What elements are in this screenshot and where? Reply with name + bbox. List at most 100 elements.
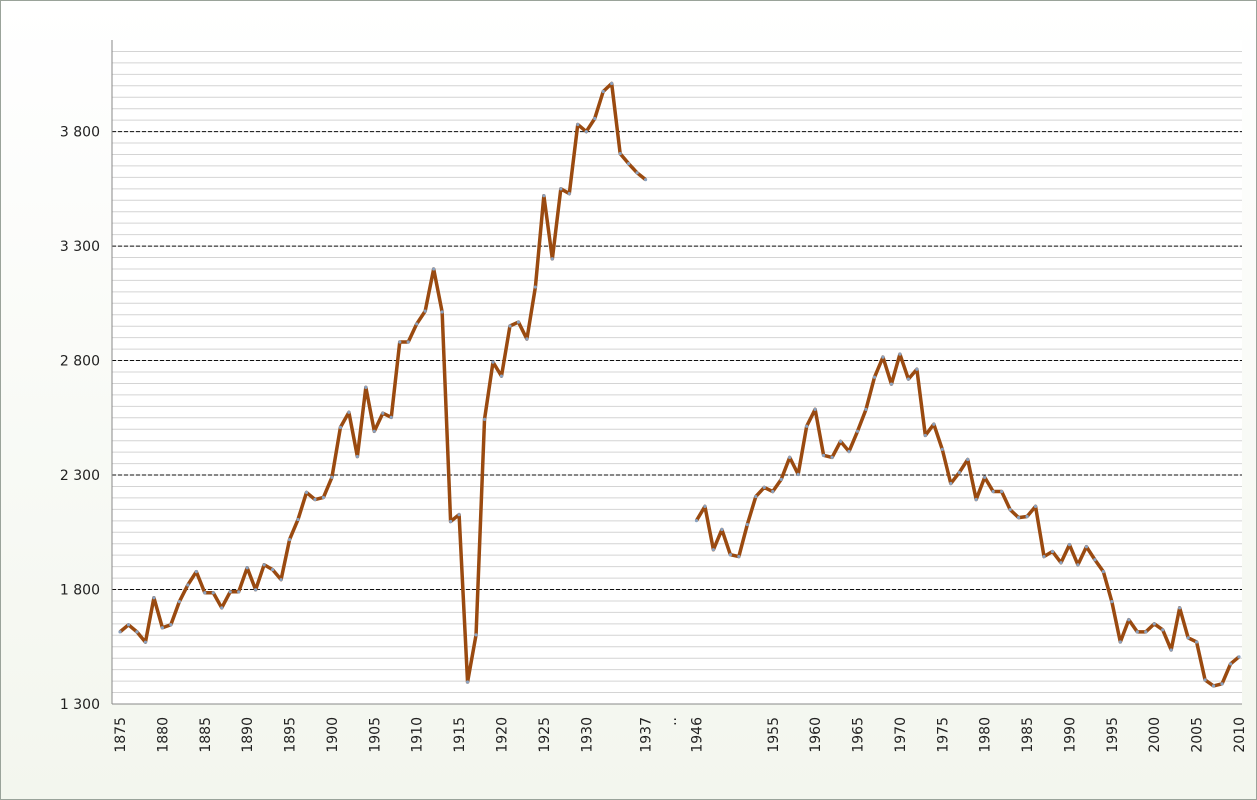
data-point	[694, 518, 699, 523]
data-point	[245, 566, 249, 570]
data-point	[457, 513, 461, 517]
x-tick-label: 1975	[935, 717, 951, 753]
data-point	[1118, 640, 1122, 644]
data-point	[601, 89, 605, 94]
x-tick-label: 1915	[452, 717, 468, 753]
data-point	[296, 517, 300, 522]
x-tick-label: 1946	[689, 717, 705, 753]
data-point	[805, 424, 809, 428]
data-point	[898, 352, 902, 356]
data-point	[525, 337, 529, 341]
data-point	[313, 497, 317, 502]
data-point	[593, 116, 597, 121]
data-point	[1050, 549, 1055, 554]
data-point	[228, 590, 232, 594]
data-point	[1152, 622, 1156, 626]
data-point	[440, 310, 444, 314]
data-point	[211, 591, 215, 595]
x-tick-label: 1885	[198, 717, 214, 753]
data-point	[270, 567, 275, 572]
data-point	[567, 192, 571, 196]
data-point	[906, 377, 910, 381]
data-point	[983, 475, 987, 479]
data-point	[406, 340, 410, 344]
data-point	[1237, 655, 1241, 659]
data-point	[847, 449, 851, 454]
data-point	[491, 360, 495, 364]
data-point	[1211, 684, 1216, 688]
data-point	[872, 375, 877, 379]
data-point	[1067, 543, 1072, 547]
data-point	[482, 417, 487, 421]
data-point	[1101, 570, 1105, 574]
x-tick-label: 1900	[325, 717, 341, 753]
data-point	[728, 553, 732, 557]
x-tick-label: 1875	[113, 717, 129, 753]
x-tick-label: 1960	[808, 717, 824, 753]
data-point	[635, 171, 639, 175]
x-tick-label: 1937	[639, 717, 655, 753]
data-point	[533, 285, 537, 289]
data-point	[1025, 514, 1029, 519]
data-point	[796, 472, 800, 476]
data-point	[855, 429, 860, 433]
x-tick-label: 2005	[1190, 717, 1206, 753]
data-point	[262, 563, 266, 567]
data-point	[991, 489, 995, 494]
data-point	[779, 477, 783, 481]
data-point	[169, 623, 173, 627]
data-point	[1042, 554, 1046, 559]
data-point	[966, 457, 970, 462]
data-point	[152, 596, 156, 600]
data-point	[465, 680, 470, 684]
x-tick-label: 1920	[494, 717, 510, 753]
data-point	[381, 411, 385, 415]
y-tick-label: 1 300	[60, 697, 100, 713]
data-point	[949, 481, 953, 486]
data-point	[423, 309, 427, 313]
data-point	[118, 630, 122, 634]
data-point	[415, 322, 419, 326]
data-point	[254, 588, 258, 592]
data-point	[610, 81, 614, 86]
data-point	[135, 630, 139, 634]
data-point	[220, 606, 224, 610]
data-point	[508, 324, 512, 328]
data-point	[338, 425, 343, 430]
data-point	[474, 633, 478, 637]
data-point	[237, 590, 241, 594]
data-point	[279, 578, 283, 582]
data-point	[1195, 640, 1199, 644]
y-tick-label: 1 800	[60, 583, 100, 599]
data-point	[1127, 618, 1131, 622]
data-point	[559, 187, 563, 191]
data-point	[330, 475, 334, 479]
data-point	[449, 519, 453, 524]
data-point	[838, 439, 843, 443]
data-point	[398, 340, 402, 344]
x-tick-label: 1890	[240, 717, 256, 753]
data-point	[864, 407, 868, 411]
data-point	[788, 455, 792, 460]
x-tick-label: 1995	[1105, 717, 1121, 753]
data-point	[754, 494, 758, 499]
data-point	[499, 374, 504, 378]
data-point	[822, 453, 826, 457]
data-point	[177, 600, 181, 604]
data-point	[957, 470, 961, 475]
data-point	[186, 583, 190, 587]
y-tick-label: 3 300	[60, 239, 100, 255]
data-point	[643, 178, 648, 182]
data-point	[364, 385, 368, 389]
data-point	[160, 626, 164, 630]
data-point	[720, 527, 724, 532]
data-point	[1178, 606, 1182, 610]
data-point	[1169, 648, 1173, 652]
data-point	[1033, 504, 1038, 509]
x-tick-label: 1925	[537, 717, 553, 753]
data-point	[1228, 662, 1233, 666]
data-point	[830, 455, 834, 460]
data-point	[932, 422, 936, 426]
data-point	[703, 504, 707, 509]
